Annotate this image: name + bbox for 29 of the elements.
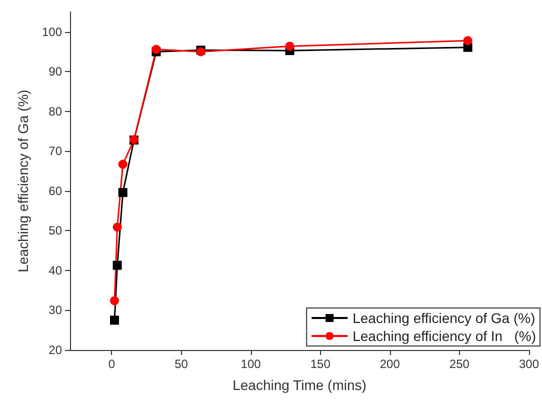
y-tick-label: 90 (48, 64, 62, 79)
y-tick-label: 50 (48, 224, 62, 238)
x-axis-title: Leaching Time (mins) (232, 377, 366, 393)
point (285, 42, 294, 51)
x-tick-label: 200 (380, 357, 400, 371)
y-tick-label: 100 (42, 24, 62, 39)
legend-label: Leaching efficiency of In (%) (352, 328, 536, 344)
point (110, 296, 120, 306)
x-tick-label: 0 (108, 357, 116, 371)
point (463, 36, 472, 46)
point (110, 316, 120, 325)
x-tick-label: 50 (174, 357, 188, 371)
legend-label: Leaching efficiency of Ga (%) (352, 310, 536, 326)
x-tick-label: 100 (240, 357, 262, 371)
x-tick-label: 300 (518, 357, 540, 371)
point (118, 160, 128, 169)
y-axis-title: Leaching efficiency of Ga (%) (15, 90, 31, 272)
x-tick-label: 250 (449, 357, 470, 371)
x-tick-label: 150 (310, 357, 331, 371)
point (112, 260, 122, 270)
point (152, 44, 161, 54)
y-tick-label: 20 (48, 343, 62, 357)
y-tick-label: 40 (48, 263, 62, 278)
point (112, 222, 122, 232)
point (118, 188, 128, 198)
y-tick-label: 70 (48, 144, 62, 158)
y-tick-label: 80 (48, 104, 62, 118)
y-tick-label: 30 (48, 303, 62, 318)
y-tick-label: 60 (48, 184, 62, 198)
